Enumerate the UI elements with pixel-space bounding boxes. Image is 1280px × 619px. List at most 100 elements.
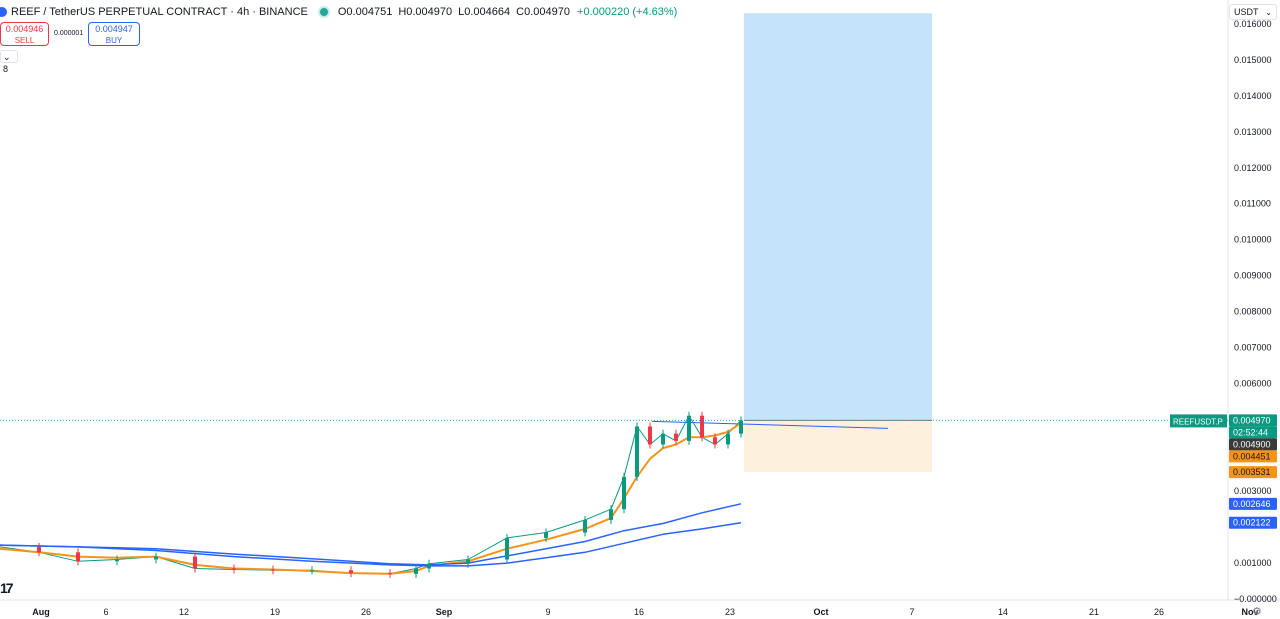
price-tag-orange: 0.003531 bbox=[1229, 466, 1277, 479]
sell-price: 0.004946 bbox=[5, 24, 44, 34]
y-tick-label: 0.003000 bbox=[1234, 486, 1272, 496]
ohlc-legend: O0.004751 H0.004970 L0.004664 C0.004970 +0.… bbox=[338, 6, 677, 18]
candle-body bbox=[674, 433, 678, 441]
y-tick-label: 0.016000 bbox=[1234, 19, 1272, 29]
series-ma_mid bbox=[0, 503, 742, 566]
x-tick-label: 7 bbox=[909, 607, 914, 617]
candle bbox=[726, 429, 730, 449]
candle-body bbox=[713, 437, 717, 445]
candle-body bbox=[37, 546, 41, 553]
gear-icon[interactable]: ⚙ bbox=[1252, 606, 1262, 618]
price-tag-bg bbox=[1229, 426, 1277, 439]
symbol-title[interactable]: REEF / TetherUS PERPETUAL CONTRACT · 4h … bbox=[11, 6, 308, 18]
x-tick-label: 26 bbox=[1154, 607, 1164, 617]
y-tick-label: 0.012000 bbox=[1234, 163, 1272, 173]
price-tag-text: 0.002122 bbox=[1233, 518, 1271, 528]
price-tag-last: 0.004970 bbox=[1229, 414, 1277, 427]
y-tick-label: 0.007000 bbox=[1234, 342, 1272, 352]
candle bbox=[414, 564, 418, 578]
price-tag-blue: 0.002122 bbox=[1229, 516, 1277, 529]
indicators-count: 8 bbox=[3, 64, 9, 74]
price-tag-text: 0.004451 bbox=[1233, 451, 1271, 461]
sell-label: SELL bbox=[14, 36, 35, 45]
candle bbox=[388, 569, 392, 578]
price-tag-orange: 0.004451 bbox=[1229, 450, 1277, 463]
candle-body bbox=[739, 420, 743, 434]
candle-body bbox=[388, 573, 392, 575]
candle-body bbox=[687, 415, 691, 441]
indicators-toggle-button[interactable]: ⌄ 8 bbox=[0, 50, 18, 74]
candle bbox=[609, 505, 613, 524]
sell-button[interactable]: 0.004946 SELL bbox=[0, 22, 49, 46]
candle bbox=[635, 422, 639, 481]
price-tag-ma_fast_tag: 0.004900 bbox=[1229, 438, 1277, 451]
candle bbox=[648, 422, 652, 449]
candle-body bbox=[76, 552, 80, 562]
price-tag-countdown: 02:52:44 bbox=[1229, 426, 1277, 439]
candle-body bbox=[648, 426, 652, 445]
y-tick-label: 0.010000 bbox=[1234, 235, 1272, 245]
price-tag-text: 0.002646 bbox=[1233, 499, 1271, 509]
candle bbox=[687, 411, 691, 445]
tradingview-logo: 17 bbox=[0, 580, 14, 596]
price-tag-blue: 0.002646 bbox=[1229, 497, 1277, 510]
candle-body bbox=[466, 559, 470, 564]
series-ma_fast bbox=[0, 422, 742, 575]
trend-line bbox=[651, 420, 889, 429]
ohlc-low: L0.004664 bbox=[458, 6, 511, 18]
buy-button[interactable]: 0.004947 BUY bbox=[88, 22, 140, 46]
candle-body bbox=[271, 569, 275, 571]
x-tick-label: Sep bbox=[436, 607, 453, 617]
x-tick-label: 26 bbox=[361, 607, 371, 617]
candle bbox=[310, 566, 314, 575]
y-tick-label: 0.014000 bbox=[1234, 91, 1272, 101]
y-tick-label: −0.000000 bbox=[1234, 594, 1277, 604]
price-tag-bg bbox=[1229, 466, 1277, 479]
x-tick-label: 21 bbox=[1089, 607, 1099, 617]
price-tag-text: 0.004970 bbox=[1233, 415, 1271, 425]
candle bbox=[739, 416, 743, 438]
candle bbox=[505, 533, 509, 564]
candle bbox=[427, 559, 431, 573]
symbol-tag-text: REEFUSDT.P bbox=[1173, 417, 1223, 426]
buy-price: 0.004947 bbox=[95, 24, 133, 34]
candle bbox=[76, 548, 80, 566]
chevron-down-icon: ⌄ bbox=[1265, 8, 1272, 17]
x-tick-label: 9 bbox=[545, 607, 550, 617]
market-open-status-icon bbox=[319, 8, 328, 16]
x-tick-label: 6 bbox=[103, 607, 108, 617]
candle-body bbox=[661, 433, 665, 445]
candle-body bbox=[544, 532, 548, 538]
candle bbox=[713, 433, 717, 449]
ohlc-open: O0.004751 bbox=[337, 6, 393, 18]
price-tag-text: 0.003531 bbox=[1233, 467, 1271, 477]
price-tag-bg bbox=[1229, 516, 1277, 529]
currency-selector[interactable]: USDT ⌄ bbox=[1229, 4, 1277, 20]
currency-label: USDT bbox=[1234, 7, 1259, 17]
candle bbox=[544, 528, 548, 542]
ohlc-change: +0.000220 (+4.63%) bbox=[577, 6, 678, 18]
spread-value: 0.000001 bbox=[54, 30, 84, 37]
price-tag-text: 02:52:44 bbox=[1233, 427, 1268, 437]
candle bbox=[700, 411, 704, 442]
candle bbox=[674, 429, 678, 445]
x-tick-label: Nov bbox=[1241, 607, 1258, 617]
x-tick-label: 16 bbox=[634, 607, 644, 617]
y-tick-label: 0.006000 bbox=[1234, 378, 1272, 388]
candle bbox=[466, 555, 470, 568]
candle bbox=[271, 565, 275, 575]
candle-body bbox=[310, 570, 314, 572]
candle-body bbox=[635, 426, 639, 477]
candle bbox=[115, 555, 119, 566]
ohlc-high: H0.004970 bbox=[398, 6, 453, 18]
symbol-logo-icon bbox=[0, 7, 7, 17]
price-tag-text: 0.004900 bbox=[1233, 439, 1271, 449]
x-tick-label: 19 bbox=[270, 607, 280, 617]
candle bbox=[37, 542, 41, 557]
symbol-price-tag: REEFUSDT.P bbox=[1170, 414, 1227, 428]
x-tick-label: Oct bbox=[813, 607, 828, 617]
candle-body bbox=[232, 568, 236, 570]
x-tick-label: 23 bbox=[725, 607, 735, 617]
candle bbox=[622, 472, 626, 514]
